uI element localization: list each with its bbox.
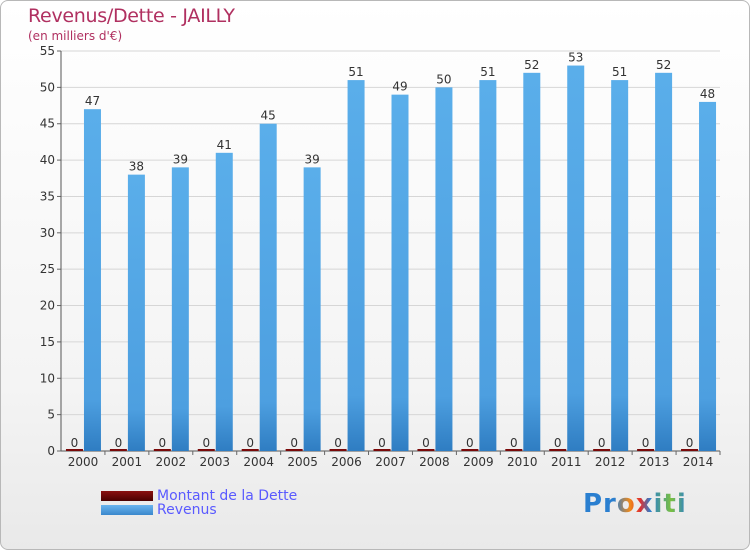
x-tick-label: 2001 [112,455,143,469]
y-tick-label: 5 [47,408,55,422]
data-label-debt: 0 [290,436,298,450]
bar-debt [373,449,391,451]
bar-revenue [303,167,321,451]
y-tick-label: 30 [40,226,55,240]
chart-subtitle: (en milliers d'€) [28,29,123,43]
data-label-debt: 0 [422,436,430,450]
bar-revenue [611,80,629,451]
data-label-revenue: 39 [304,152,319,166]
bar-debt [637,449,655,451]
data-label-revenue: 41 [217,138,232,152]
y-tick-label: 15 [40,335,55,349]
x-tick-label: 2014 [683,455,714,469]
bar-debt [417,449,435,451]
bar-debt [65,449,83,451]
y-tick-label: 0 [47,444,55,458]
legend-revenue-label: Revenus [157,502,217,518]
legend-revenue-swatch [101,505,153,515]
data-label-revenue: 53 [568,51,583,65]
bar-debt [593,449,611,451]
x-tick-label: 2009 [463,455,494,469]
bar-revenue [435,87,453,451]
bar-debt [681,449,699,451]
data-label-revenue: 47 [85,94,100,108]
bar-debt [153,449,171,451]
bar-revenue [523,72,541,452]
data-label-debt: 0 [71,436,79,450]
data-label-debt: 0 [159,436,167,450]
data-label-revenue: 45 [261,109,276,123]
legend-debt: Montant de la Dette [101,489,297,503]
x-tick-label: 2000 [68,455,99,469]
data-label-revenue: 52 [656,58,671,72]
x-tick-label: 2002 [156,455,187,469]
bar-revenue [699,101,717,451]
legend-revenue: Revenus [101,503,217,517]
y-tick-label: 55 [40,44,55,58]
data-label-revenue: 50 [436,72,451,86]
y-tick-label: 50 [40,80,55,94]
bar-revenue [215,152,233,451]
data-label-debt: 0 [334,436,342,450]
bar-debt [329,449,347,451]
y-tick-label: 35 [40,189,55,203]
legend-debt-label: Montant de la Dette [157,488,298,504]
bar-debt [505,449,523,451]
chart-title: Revenus/Dette - JAILLY [28,5,235,27]
y-tick-label: 40 [40,153,55,167]
bar-revenue [347,80,365,451]
data-label-debt: 0 [598,436,606,450]
bar-debt [197,449,215,451]
bar-revenue [391,94,409,452]
legend-debt-swatch [101,491,153,501]
y-tick-label: 20 [40,299,55,313]
x-tick-label: 2012 [595,455,626,469]
bar-debt [461,449,479,451]
x-tick-label: 2011 [551,455,582,469]
bar-debt [285,449,303,451]
data-label-debt: 0 [378,436,386,450]
x-tick-label: 2010 [507,455,538,469]
x-tick-label: 2007 [375,455,406,469]
y-tick-label: 45 [40,117,55,131]
y-tick-label: 10 [40,371,55,385]
data-label-debt: 0 [510,436,518,450]
bar-debt [241,449,259,451]
bar-debt [549,449,567,451]
data-label-revenue: 49 [392,80,407,94]
bar-revenue [127,174,145,452]
y-tick-label: 25 [40,262,55,276]
bar-revenue [83,109,101,451]
data-label-debt: 0 [115,436,123,450]
x-tick-label: 2006 [331,455,362,469]
data-label-debt: 0 [466,436,474,450]
data-label-revenue: 51 [612,65,627,79]
bar-revenue [259,123,277,452]
proxiti-logo: Proxiti [583,489,687,519]
data-label-debt: 0 [686,436,694,450]
proxiti-logo-text: Proxiti [583,489,687,519]
x-tick-label: 2005 [287,455,318,469]
data-label-debt: 0 [202,436,210,450]
bar-revenue [567,65,585,451]
data-label-debt: 0 [642,436,650,450]
x-tick-label: 2008 [419,455,450,469]
x-tick-label: 2004 [243,455,274,469]
data-label-revenue: 51 [348,65,363,79]
bar-debt [109,449,127,451]
data-label-debt: 0 [246,436,254,450]
data-label-revenue: 52 [524,58,539,72]
bar-revenue [655,72,673,452]
data-label-revenue: 38 [129,160,144,174]
bar-revenue [479,80,497,451]
x-tick-label: 2013 [639,455,670,469]
data-label-revenue: 48 [700,87,715,101]
bar-revenue [171,167,189,451]
data-label-revenue: 51 [480,65,495,79]
data-label-revenue: 39 [173,152,188,166]
x-tick-label: 2003 [199,455,230,469]
data-label-debt: 0 [554,436,562,450]
